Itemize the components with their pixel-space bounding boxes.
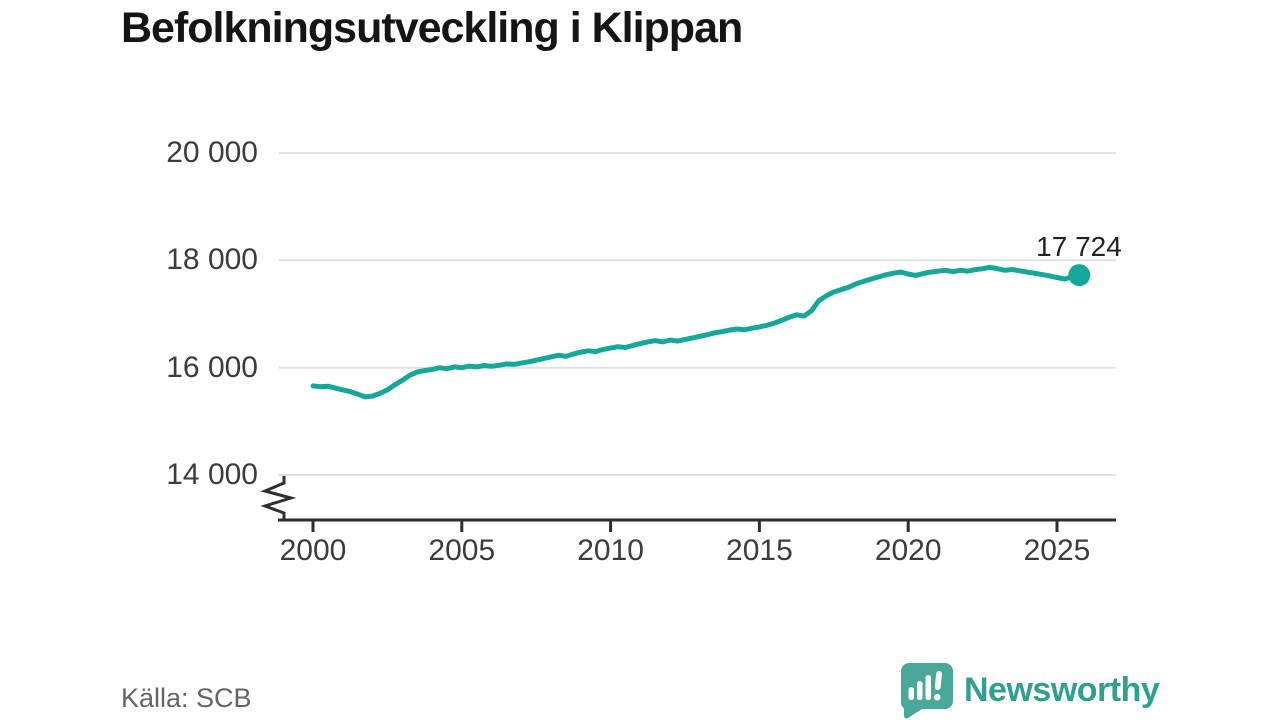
end-point-marker [1068, 264, 1091, 287]
end-value-label: 17 724 [1036, 231, 1122, 262]
x-tick-label-2020: 2020 [874, 534, 942, 567]
x-tick-label-2005: 2005 [428, 534, 496, 567]
x-tick-label-2000: 2000 [279, 534, 347, 567]
x-tick-label-2025: 2025 [1023, 534, 1091, 567]
x-tick-label-2010: 2010 [577, 534, 644, 567]
y-tick-label-16000: 16 000 [166, 351, 258, 384]
newsworthy-logo: Newsworthy [896, 661, 1160, 719]
axis-break-icon [260, 476, 297, 520]
y-tick-label-18000: 18 000 [166, 243, 258, 276]
y-tick-label-14000: 14 000 [166, 458, 258, 491]
newsworthy-logo-text: Newsworthy [964, 671, 1160, 709]
x-tick-label-2015: 2015 [726, 534, 793, 567]
x-axis [260, 476, 1116, 532]
source-caption: Källa: SCB [121, 683, 252, 713]
bar-chart-speech-bubble-icon [900, 663, 953, 719]
y-tick-label-20000: 20 000 [166, 136, 258, 169]
page-title: Befolkningsutveckling i Klippan [121, 4, 743, 52]
population-line [310, 264, 1082, 400]
gridlines [279, 152, 1116, 476]
